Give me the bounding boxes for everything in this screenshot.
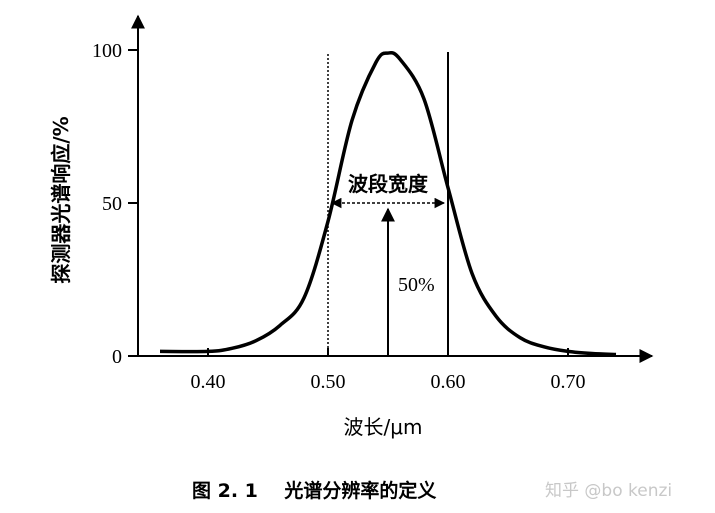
spectral-response-chart: 0 50 100 0.40 0.50 0.60 0.70 波段宽度 50% 波长/μm 探测… <box>49 14 654 439</box>
y-axis-label: 探测器光谱响应/% <box>49 116 73 283</box>
y-tick-label: 50 <box>102 193 122 215</box>
x-tick-label: 0.70 <box>551 371 586 393</box>
band-width-label: 波段宽度 <box>348 172 429 196</box>
x-axis-label: 波长/μm <box>344 415 423 439</box>
chart-marks: 波段宽度 50% <box>159 50 617 357</box>
y-tick-label: 100 <box>92 40 122 62</box>
figure-caption-label: 图 2. 1 光谱分辨率的定义 <box>192 480 437 502</box>
y-tick-label: 0 <box>112 346 122 368</box>
response-curve <box>159 50 617 357</box>
x-tick-label: 0.40 <box>191 371 226 393</box>
watermark: 知乎 @bo kenzi <box>545 481 673 501</box>
x-tick-label: 0.50 <box>311 371 346 393</box>
x-tick-label: 0.60 <box>431 371 466 393</box>
y-axis-ticks: 0 50 100 <box>92 40 138 368</box>
half-max-label: 50% <box>398 274 435 296</box>
figure-caption: 图 2. 1 光谱分辨率的定义 知乎 @bo kenzi <box>0 476 715 506</box>
